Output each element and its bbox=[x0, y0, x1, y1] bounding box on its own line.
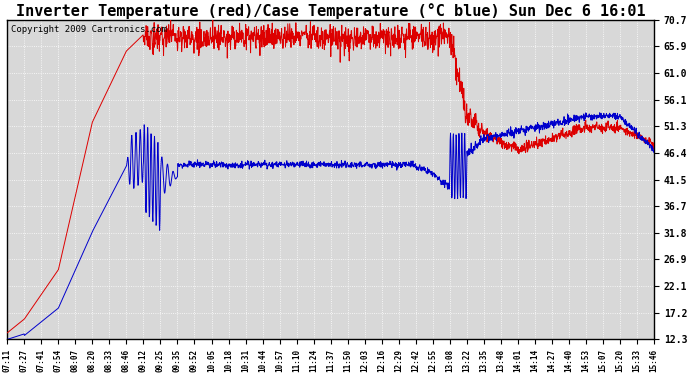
Text: Copyright 2009 Cartronics.com: Copyright 2009 Cartronics.com bbox=[10, 25, 166, 34]
Title: Inverter Temperature (red)/Case Temperature (°C blue) Sun Dec 6 16:01: Inverter Temperature (red)/Case Temperat… bbox=[16, 3, 645, 19]
